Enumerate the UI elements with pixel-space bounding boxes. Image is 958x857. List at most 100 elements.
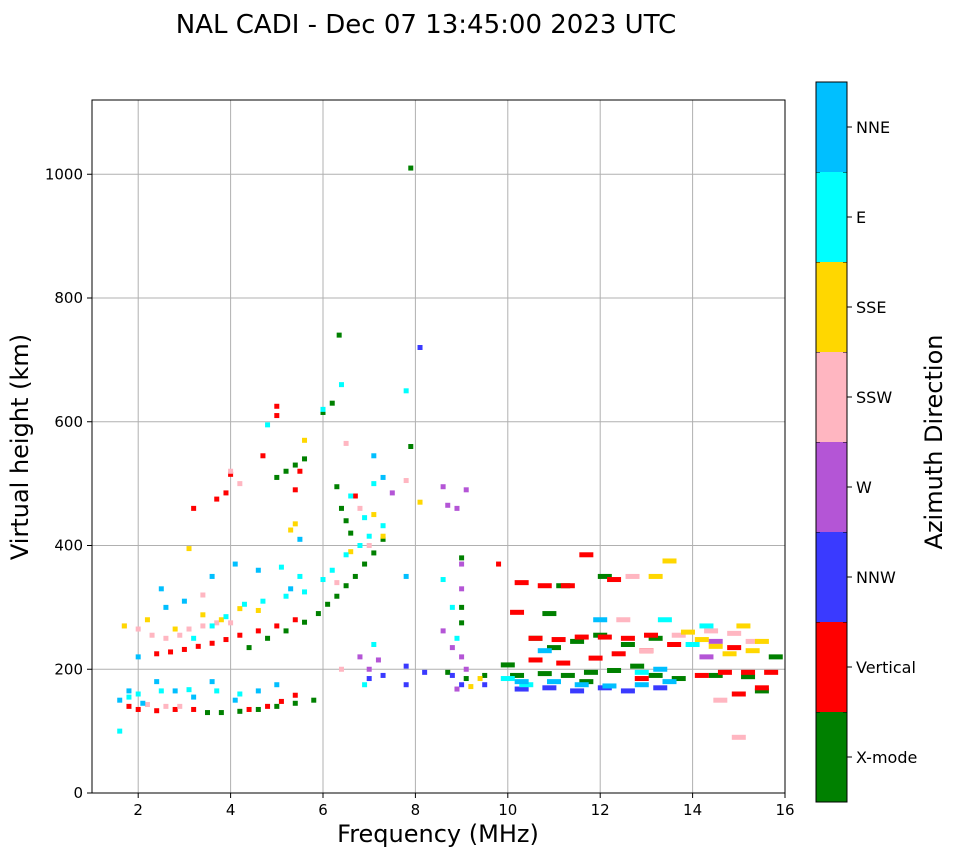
data-point-x-mode [459,620,465,626]
data-point-vertical [607,577,622,583]
data-point-sse [186,546,192,552]
data-point-nnw [542,685,557,691]
data-point-e [297,573,303,579]
data-point-e [348,493,354,499]
data-point-nne [181,598,187,604]
data-point-x-mode [583,669,598,675]
data-point-e [338,382,344,388]
data-point-x-mode [334,484,340,490]
data-point-x-mode [336,332,342,338]
data-point-x-mode [380,536,386,542]
data-point-x-mode [343,583,349,589]
colorbar-segment-sse [816,262,847,352]
x-tick-label: 10 [498,801,517,819]
data-point-vertical [579,552,594,558]
data-point-x-mode [371,550,377,556]
data-point-sse [121,623,127,629]
data-point-x-mode [218,710,224,716]
data-point-vertical [255,628,261,634]
data-point-vertical [528,657,543,663]
data-point-ssw [135,626,141,632]
data-point-nne [209,679,215,685]
data-point-nne [547,679,561,685]
data-point-nnw [417,345,423,350]
data-point-vertical [620,635,635,641]
data-point-nne [274,682,280,688]
data-point-sse [172,626,178,632]
data-point-nnw [653,685,668,691]
data-point-ssw [731,734,746,740]
data-point-e [214,688,220,694]
data-point-vertical [528,635,543,641]
data-point-e [320,406,326,412]
data-point-x-mode [510,672,525,678]
data-point-vertical [510,609,525,615]
data-point-e [362,515,368,521]
data-point-vertical [223,637,229,643]
data-point-e [500,676,515,682]
colorbar-tick-label: NNW [856,568,896,587]
data-point-x-mode [408,165,414,171]
data-point-nne [653,666,668,672]
data-point-e [265,422,271,428]
colorbar-segment-e [816,172,847,262]
data-point-x-mode [445,669,451,675]
data-point-vertical [154,651,160,657]
data-point-w [463,666,469,672]
data-point-e [440,577,446,583]
data-point-e [362,682,368,688]
data-point-nnw [422,669,428,675]
colorbar-segment-vertical [816,622,847,712]
y-tick-label: 400 [54,537,83,555]
data-point-e [329,567,335,573]
data-point-sse [477,676,483,682]
data-point-x-mode [283,468,289,474]
data-point-x-mode [311,697,317,703]
data-point-sse [380,533,386,539]
data-point-x-mode [237,708,243,714]
data-point-x-mode [560,672,575,678]
data-point-vertical [292,617,298,623]
data-point-nne [191,694,197,700]
data-point-x-mode [338,505,344,511]
data-point-nnw [403,663,409,669]
data-point-sse [255,607,261,613]
data-point-x-mode [708,672,723,678]
colorbar-segment-w [816,442,847,532]
data-point-ssw [200,592,206,598]
data-point-nne [140,700,146,706]
data-point-w [463,487,469,493]
data-point-e [223,614,229,620]
data-point-vertical [496,561,502,567]
data-point-nne [232,561,238,567]
colorbar-segment-x-mode [816,712,847,802]
x-tick-label: 2 [133,801,143,819]
data-point-ssw [343,440,349,446]
data-point-nne [371,453,377,459]
data-point-nne [537,648,552,654]
plot-frame [91,99,786,794]
data-point-nnw [482,682,488,688]
data-point-e [380,523,386,529]
data-point-x-mode [630,663,645,669]
data-point-ssw [366,543,372,548]
colorbar-tick-label: SSW [856,388,892,407]
data-point-vertical [191,706,197,712]
data-point-x-mode [315,611,321,617]
data-point-ssw [625,573,640,579]
data-point-vertical [764,669,779,675]
y-axis-ticks: 0 200 400 600 800 1000 [45,165,92,802]
data-point-ssw [177,703,183,709]
data-point-vertical [634,676,649,682]
data-point-nne [288,586,294,592]
data-point-ssw [228,468,234,474]
data-point-x-mode [500,662,515,668]
data-point-ssw [357,505,363,511]
data-point-nne [158,586,164,592]
data-point-vertical [754,685,769,691]
data-point-vertical [228,471,234,477]
data-point-w [459,586,465,592]
data-point-e [320,577,326,583]
chart-title: NAL CADI - Dec 07 13:45:00 2023 UTC [176,10,676,40]
data-point-nne [232,697,238,703]
